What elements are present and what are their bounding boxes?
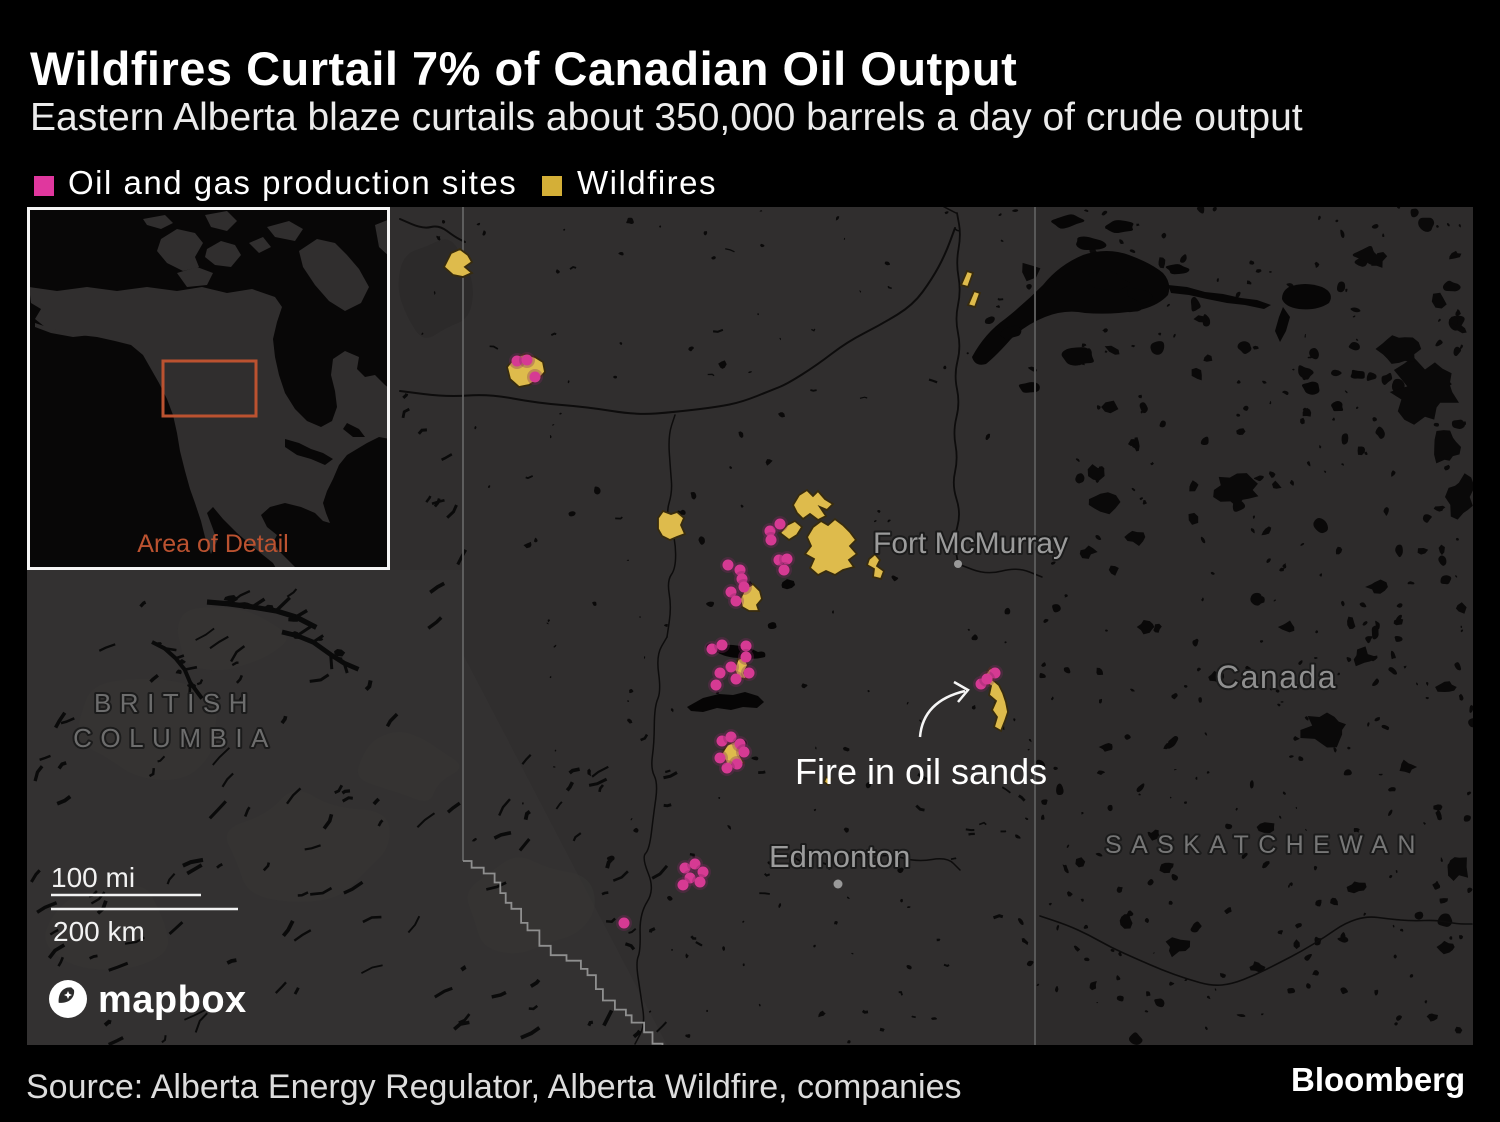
svg-text:mapbox: mapbox — [98, 979, 247, 1021]
svg-text:Edmonton: Edmonton — [769, 839, 910, 874]
svg-text:200 km: 200 km — [53, 916, 145, 947]
svg-text:Fire in oil sands: Fire in oil sands — [795, 751, 1047, 792]
svg-text:SASKATCHEWAN: SASKATCHEWAN — [1105, 831, 1425, 859]
svg-text:100 mi: 100 mi — [51, 862, 135, 893]
svg-text:Fort McMurray: Fort McMurray — [873, 527, 1068, 560]
svg-text:BRITISH: BRITISH — [94, 688, 256, 718]
svg-text:Area of Detail: Area of Detail — [137, 530, 288, 558]
svg-text:Canada: Canada — [1216, 659, 1337, 695]
svg-text:COLUMBIA: COLUMBIA — [73, 723, 277, 753]
